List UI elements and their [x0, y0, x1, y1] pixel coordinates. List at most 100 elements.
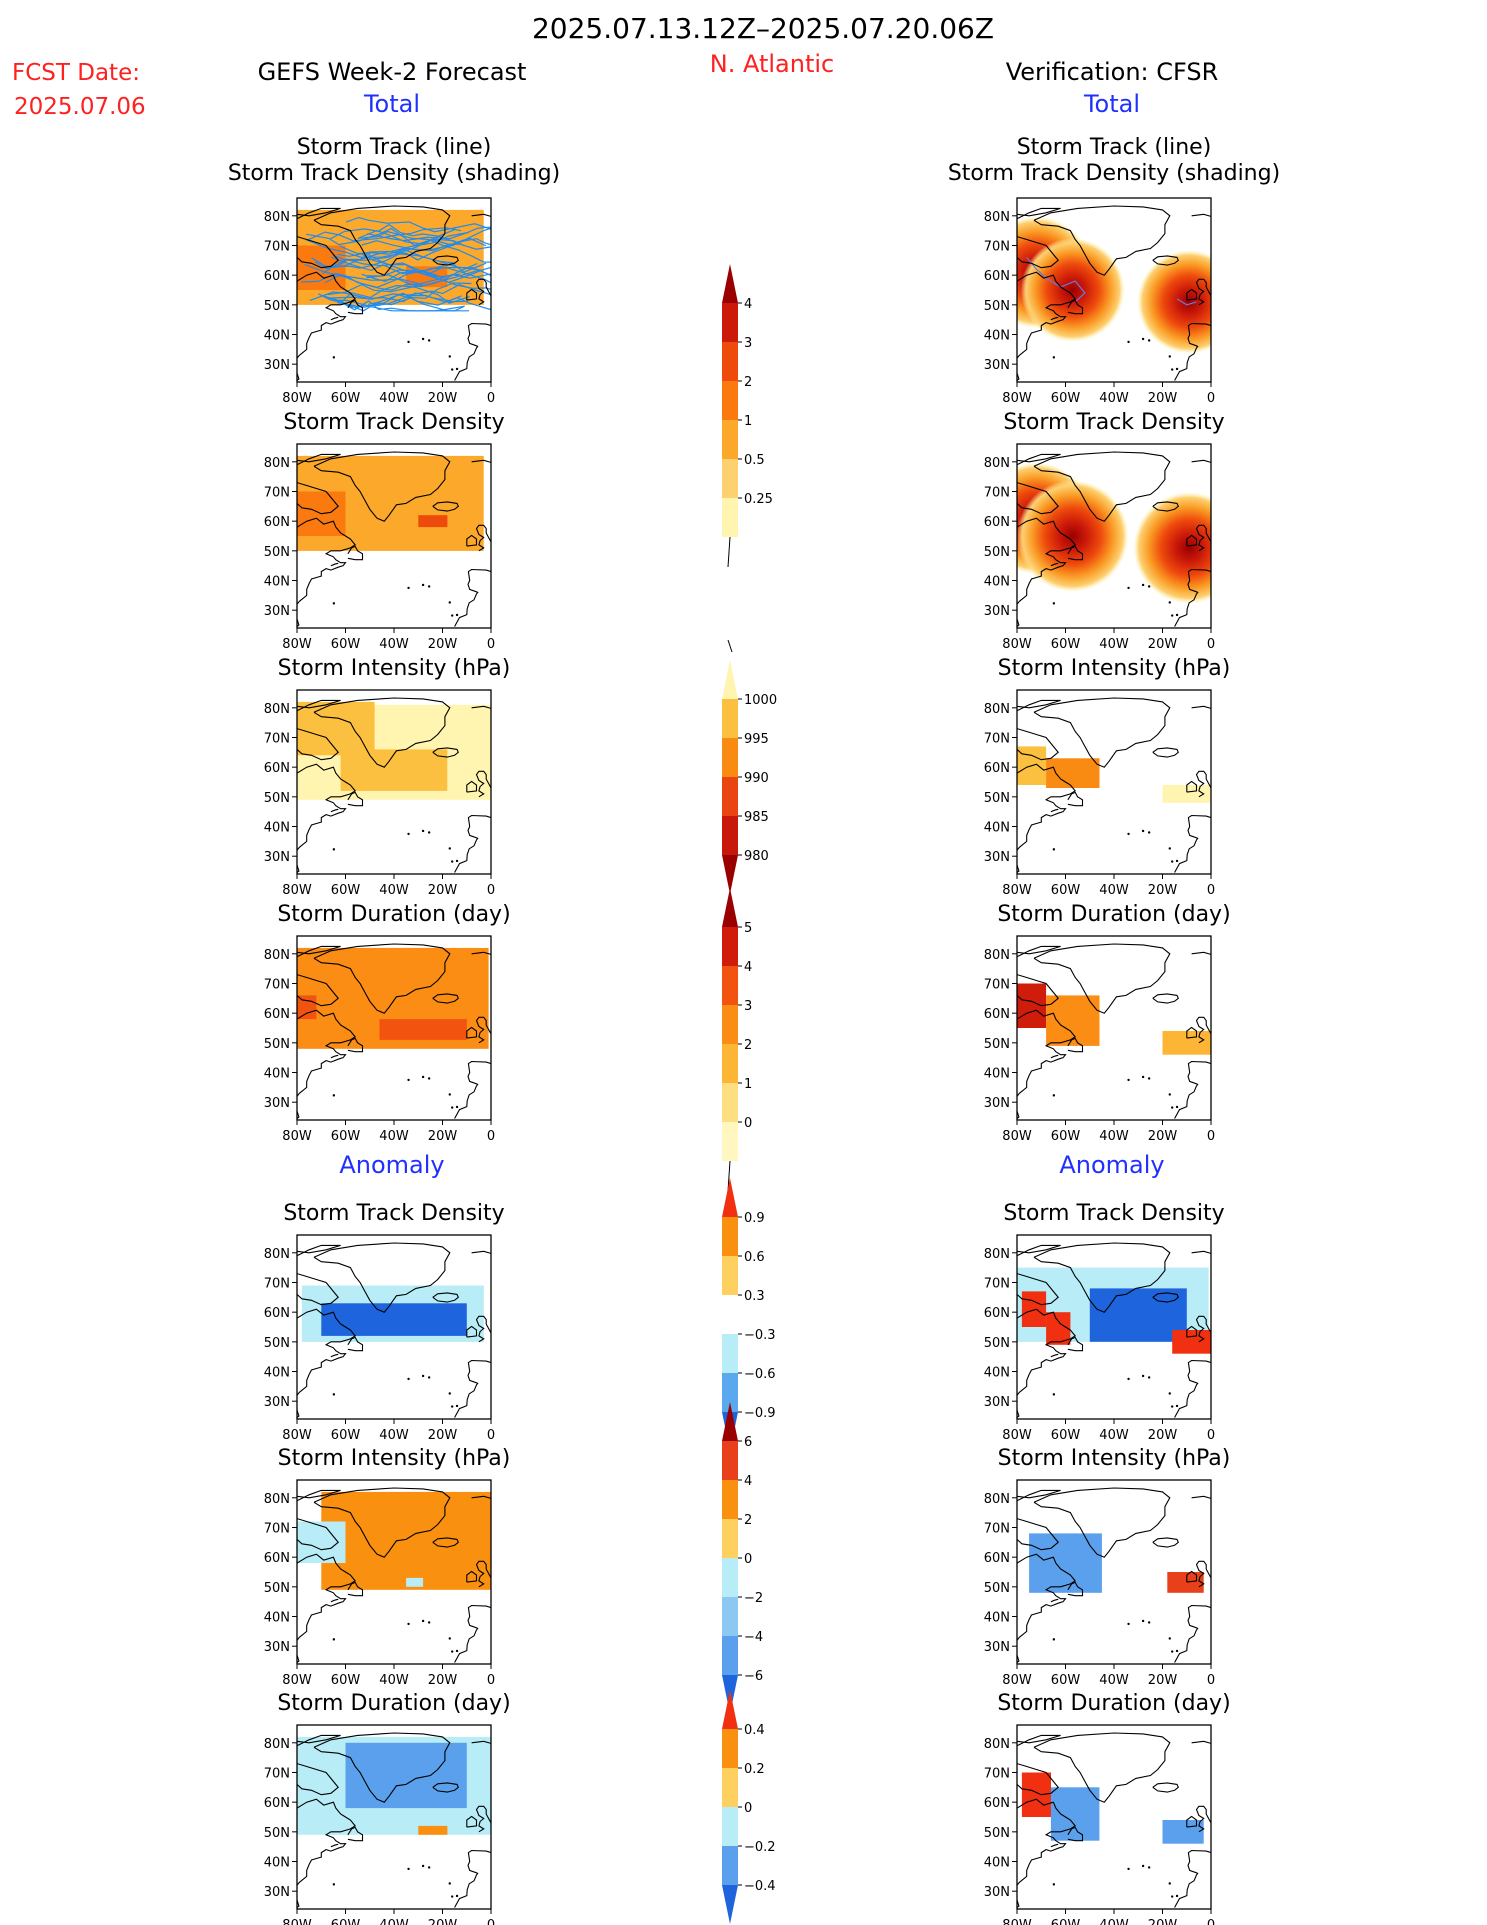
coastline-10	[330, 562, 339, 567]
y-tick-label-5: 30N	[264, 1096, 290, 1111]
island-dot-6	[1175, 1105, 1179, 1109]
colorbar-segment-3	[722, 1005, 738, 1044]
colorbar-segment-1	[722, 927, 738, 966]
coastline-2	[1017, 974, 1059, 1007]
colorbar-connector	[727, 639, 733, 653]
coastline-5	[432, 747, 459, 758]
y-tick-label-2: 60N	[984, 515, 1010, 530]
panel-title-line2: Storm Track Density (shading)	[228, 161, 560, 186]
x-tick-label-2: 40W	[379, 1129, 409, 1144]
island-dot-2	[427, 831, 431, 834]
coastline-7	[1195, 770, 1211, 798]
shading-field	[1017, 1267, 1211, 1354]
coastline-3	[1017, 1009, 1077, 1097]
coastline-1	[1017, 453, 1061, 466]
colorbar-segment-2	[722, 1256, 738, 1295]
coastline-7	[1195, 524, 1211, 552]
shade-region-3	[1046, 1312, 1071, 1345]
coastline-10	[330, 1598, 339, 1603]
coastline-1	[1017, 1734, 1061, 1747]
colorbar-top-cap	[722, 1402, 738, 1441]
colorbar-segment-6	[722, 1636, 738, 1675]
colorbar-label-2: 0.3	[744, 1289, 765, 1304]
coastline-3	[1017, 517, 1077, 605]
island-dot-2	[427, 585, 431, 588]
colorbar-label-3: −0.2	[744, 1840, 776, 1855]
panel-title-line1: Storm Track (line)	[1017, 135, 1212, 160]
coastline-3	[1017, 271, 1077, 359]
coastlines	[1017, 1242, 1211, 1418]
coastline-8	[1186, 534, 1198, 547]
island-dot-5	[1171, 1405, 1174, 1408]
coastline-2	[1017, 1763, 1059, 1796]
coastline-9	[1174, 1060, 1211, 1119]
x-tick-label-0: 80W	[1002, 391, 1032, 406]
island-dot-3	[1141, 1075, 1145, 1079]
island-dot-0	[407, 1078, 410, 1082]
colorbar-label-4: −2	[744, 1591, 763, 1606]
island-dot-6	[1175, 1894, 1179, 1898]
coastline-0	[1033, 451, 1171, 522]
coastline-3	[297, 1553, 357, 1641]
coastline-8	[466, 534, 478, 547]
island-dot-0	[407, 340, 410, 344]
x-tick-label-2: 40W	[1099, 1428, 1129, 1443]
shading-field	[1017, 216, 1211, 354]
coastline-5	[432, 501, 459, 512]
island-dot-4	[332, 356, 336, 359]
fcst-label: FCST Date:	[12, 60, 140, 86]
coastline-8	[1186, 1026, 1198, 1039]
right-anomaly-label: Anomaly	[1059, 1151, 1164, 1179]
colorbar-top-cap	[722, 264, 738, 303]
island-dot-4	[1052, 602, 1056, 605]
island-dot-1	[448, 355, 451, 358]
y-tick-label-0: 80N	[984, 1247, 1010, 1262]
shade-region-4	[1172, 1330, 1211, 1354]
coastline-2	[1017, 482, 1059, 515]
island-dot-2	[1147, 1621, 1151, 1624]
coastline-9	[454, 1359, 491, 1418]
y-tick-label-0: 80N	[264, 702, 290, 717]
y-tick-label-5: 30N	[264, 1395, 290, 1410]
y-tick-label-4: 40N	[264, 329, 290, 344]
right-total-label: Total	[1083, 90, 1140, 118]
colorbar-label-1: 995	[744, 732, 769, 747]
island-dot-3	[421, 337, 425, 341]
x-tick-label-3: 20W	[428, 1918, 458, 1925]
x-tick-label-4: 0	[487, 391, 495, 406]
colorbar-intensity: 1000 995 990 985 980	[722, 660, 777, 894]
coastline-2	[297, 974, 339, 1007]
storm-track-25	[324, 273, 491, 288]
x-tick-label-2: 40W	[379, 1673, 409, 1688]
coastline-7	[475, 1016, 491, 1044]
coastline-8	[1186, 1815, 1198, 1828]
coastlines	[1017, 205, 1211, 381]
coastline-5	[1152, 255, 1179, 266]
x-tick-label-3: 20W	[1148, 883, 1178, 898]
island-dot-4	[332, 1094, 336, 1097]
y-tick-label-3: 50N	[264, 1826, 290, 1841]
island-dot-5	[1171, 1106, 1174, 1109]
y-tick-label-4: 40N	[264, 821, 290, 836]
coastline-1	[1017, 207, 1061, 220]
colorbar-label-0: 4	[744, 297, 752, 312]
y-tick-label-1: 70N	[984, 1766, 1010, 1781]
shade-region-2	[406, 1577, 424, 1587]
x-tick-label-2: 40W	[1099, 883, 1129, 898]
colorbar-segment-6	[722, 1122, 738, 1161]
y-tick-label-1: 70N	[984, 1276, 1010, 1291]
coastline-2	[1017, 728, 1059, 761]
colorbar-label-0: 0.4	[744, 1723, 765, 1738]
y-tick-label-1: 70N	[984, 977, 1010, 992]
colorbar-segment-1	[722, 699, 738, 738]
y-tick-label-4: 40N	[264, 575, 290, 590]
y-tick-label-2: 60N	[264, 515, 290, 530]
shade-region-1	[297, 701, 375, 756]
x-tick-label-4: 0	[487, 637, 495, 652]
coastline-9	[454, 1604, 491, 1663]
coastline-0	[1033, 943, 1171, 1014]
y-tick-label-3: 50N	[984, 299, 1010, 314]
island-dot-6	[455, 1404, 459, 1408]
shade-region-0	[1029, 1533, 1102, 1593]
x-tick-label-0: 80W	[282, 1673, 312, 1688]
